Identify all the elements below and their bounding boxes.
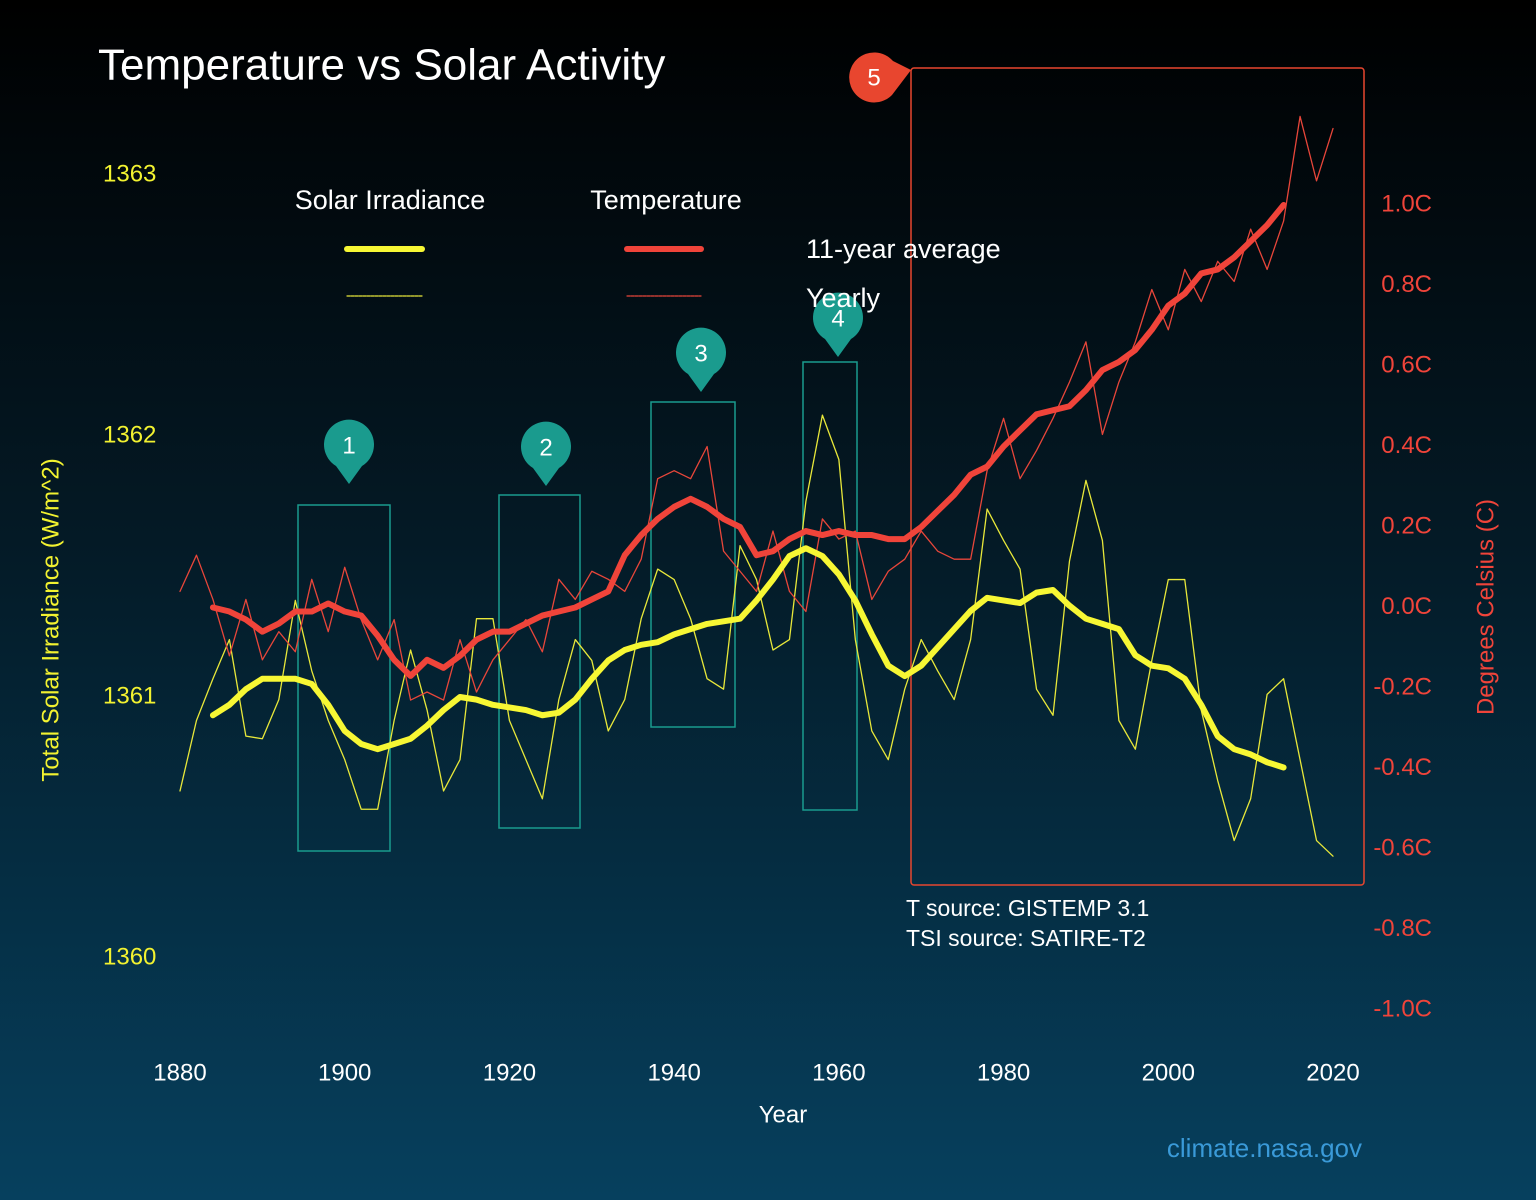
highlight-box [910,67,1365,886]
y2-tick-label: -0.2C [1373,673,1432,700]
y2-tick-label: -0.4C [1373,754,1432,781]
x-tick-label: 1900 [318,1059,371,1086]
y-tick-label: 1360 [103,943,156,970]
x-axis-label: Year [759,1101,808,1128]
y2-axis-label: Degrees Celsius (C) [1472,499,1499,715]
y2-tick-label: 0.4C [1381,432,1432,459]
marker-label: 2 [539,434,552,461]
plot-area [179,115,1334,857]
highlight-box [498,494,581,829]
marker-label: 4 [831,305,844,332]
y2-tick-label: 1.0C [1381,190,1432,217]
yearly-line [179,414,1334,857]
x-tick-label: 2020 [1306,1059,1359,1086]
highlight-box [802,361,858,811]
marker [324,419,374,484]
y2-tick-label: 0.2C [1381,512,1432,539]
legend-group: Temperature [590,185,742,215]
highlight-boxes [297,67,1365,886]
x-tick-label: 1920 [483,1059,536,1086]
legend-row: Yearly [806,283,881,313]
marker-label: 5 [867,64,880,91]
x-tick-label: 1980 [977,1059,1030,1086]
marker-label: 1 [342,432,355,459]
marker-label: 3 [694,340,707,367]
y2-tick-label: -0.6C [1373,834,1432,861]
marker [849,52,911,103]
y-tick-label: 1363 [103,160,156,187]
legend-group: Solar Irradiance [295,185,486,215]
y-tick-label: 1362 [103,421,156,448]
chart-title: Temperature vs Solar Activity [98,41,665,90]
legend-row: 11-year average [806,234,1001,264]
y-axis-label: Total Solar Irradiance (W/m^2) [37,458,64,781]
y2-tick-label: -0.8C [1373,915,1432,942]
x-tick-label: 1940 [647,1059,700,1086]
marker [676,327,726,392]
y-tick-label: 1361 [103,682,156,709]
y2-tick-label: -1.0C [1373,995,1432,1022]
x-tick-label: 1960 [812,1059,865,1086]
x-tick-label: 1880 [153,1059,206,1086]
credit: climate.nasa.gov [1167,1133,1362,1163]
y2-tick-label: 0.8C [1381,271,1432,298]
marker [813,292,864,357]
x-tick-label: 2000 [1142,1059,1195,1086]
y2-tick-label: 0.0C [1381,593,1432,620]
marker [521,421,571,486]
yearly-line [179,115,1334,701]
y2-tick-label: 0.6C [1381,351,1432,378]
average-line [209,202,1287,679]
source-note: T source: GISTEMP 3.1 [906,895,1149,921]
source-note: TSI source: SATIRE-T2 [906,925,1146,951]
markers: 1 2 3 4 5 [324,52,911,486]
average-line [209,545,1287,771]
